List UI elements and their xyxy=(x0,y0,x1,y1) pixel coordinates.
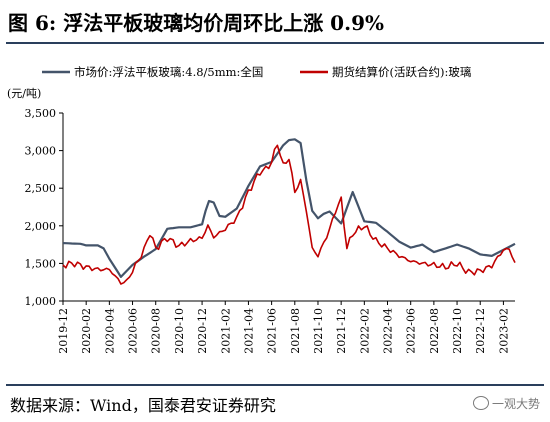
legend: 市场价:浮法平板玻璃:4.8/5mm:全国 期货结算价(活跃合约):玻璃 xyxy=(42,65,471,79)
plot-area: 1,000 1,500 2,000 2,500 3,000 3,500 2019-12 202… xyxy=(25,107,516,354)
x-tick-label: 2021-08 xyxy=(289,308,302,354)
y-axis-label: (元/吨) xyxy=(7,87,41,100)
x-tick-label: 2019-12 xyxy=(57,308,70,354)
x-tick-label: 2022-02 xyxy=(358,308,371,354)
x-tick-label: 2020-06 xyxy=(127,308,140,354)
legend-label-1: 市场价:浮法平板玻璃:4.8/5mm:全国 xyxy=(74,65,263,79)
watermark: 一观大势 xyxy=(472,395,540,412)
y-tick-label: 2,000 xyxy=(25,220,57,233)
x-tick-label: 2020-08 xyxy=(150,308,163,354)
x-tick-label: 2022-10 xyxy=(451,308,464,354)
x-tick-label: 2020-10 xyxy=(173,308,186,354)
x-tick-label: 2021-02 xyxy=(219,308,232,354)
x-tick-label: 2022-06 xyxy=(405,308,418,354)
x-tick-label: 2023-02 xyxy=(497,308,510,354)
x-tick-label: 2020-02 xyxy=(80,308,93,354)
y-tick-label: 1,500 xyxy=(25,257,57,270)
legend-label-2: 期货结算价(活跃合约):玻璃 xyxy=(332,65,471,79)
y-tick-label: 3,500 xyxy=(25,107,57,120)
y-tick-label: 3,000 xyxy=(25,145,57,158)
y-tick-label: 1,000 xyxy=(25,295,57,308)
y-tick-label: 2,500 xyxy=(25,182,57,195)
x-tick-label: 2022-12 xyxy=(474,308,487,354)
source-note: 数据来源：Wind，国泰君安证券研究 xyxy=(10,396,276,415)
x-tick-label: 2021-04 xyxy=(242,308,255,354)
title-rule xyxy=(6,42,544,44)
x-tick-label: 2021-10 xyxy=(312,308,325,354)
x-tick-label: 2020-04 xyxy=(103,308,116,354)
watermark-label: 一观大势 xyxy=(491,397,540,411)
series-line-2 xyxy=(62,144,516,285)
line-chart: 市场价:浮法平板玻璃:4.8/5mm:全国 期货结算价(活跃合约):玻璃 (元/吨… xyxy=(7,65,516,354)
x-tick-label: 2021-12 xyxy=(335,308,348,354)
x-tick-label: 2020-12 xyxy=(196,308,209,354)
chart-title: 图 6: 浮法平板玻璃均价周环比上涨 0.9% xyxy=(8,11,384,35)
chat-bubble-icon xyxy=(472,396,489,410)
footer-rule xyxy=(6,384,544,386)
x-tick-label: 2022-08 xyxy=(428,308,441,354)
x-tick-label: 2022-04 xyxy=(382,308,395,354)
x-tick-label: 2021-06 xyxy=(266,308,279,354)
